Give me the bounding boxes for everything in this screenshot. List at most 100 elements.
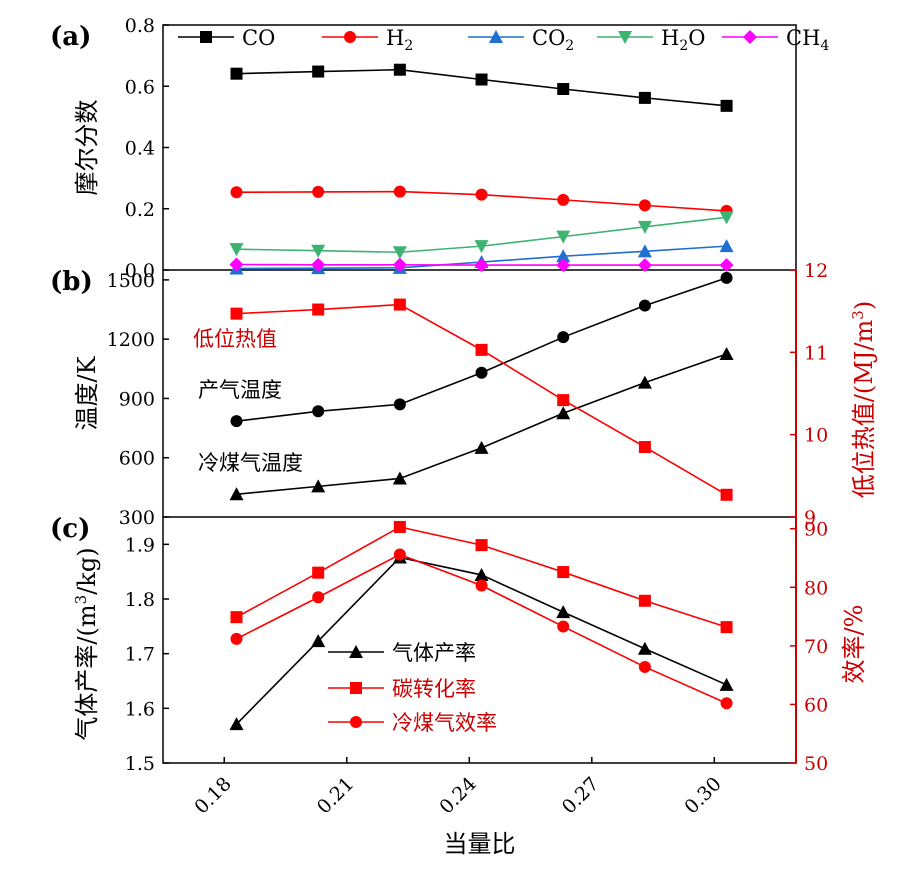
data-point [230,186,243,199]
legend-item: H2 [322,26,413,54]
legend-item: 冷煤气效率 [328,711,497,735]
y-tick-label: 1.8 [125,589,155,611]
legend-label: H2 [386,26,413,54]
data-point [720,488,733,501]
data-point [638,299,651,312]
legend-marker [489,30,503,43]
data-point [474,258,489,273]
y-axis-title-b: 温度/K [73,355,101,430]
y-tick-label: 1.6 [125,698,155,720]
panel-label: (c) [50,514,90,544]
y-tick-label: 0.8 [125,15,155,37]
y-tick-label: 0.6 [125,76,155,98]
y-tick-label: 900 [119,388,155,410]
data-point [229,487,244,501]
data-point [556,258,571,273]
y2-axis-3: 50 60 70 80 90 [790,519,828,775]
data-point [230,632,243,645]
data-point [311,244,326,258]
legend-label: 气体产率 [392,641,476,665]
y-axis-1: 0.0 0.2 0.4 0.6 0.8 [125,15,169,282]
series-b-2 [230,298,733,501]
data-point [719,211,734,225]
legend-a: CO H2 CO2 H2O CH4 [178,26,829,54]
data-point [474,240,489,254]
legend-label: H2O [661,26,705,54]
data-point [312,65,325,78]
data-point [720,621,733,634]
data-point [719,346,734,360]
series-a-h2o-3 [229,211,734,260]
x-tick-label: 0.24 [435,773,480,818]
data-point [312,591,325,604]
data-point [637,258,652,273]
data-point [637,641,652,655]
x-axis: 0.18 0.21 0.24 0.27 0.30 [190,757,726,818]
y2-tick-label: 50 [804,753,828,775]
data-point [230,307,243,320]
data-point [230,415,243,428]
y2-tick-label: 9 [804,507,816,529]
data-point [474,567,489,581]
data-point [392,246,407,260]
data-point [312,405,325,418]
x-tick-label: 0.30 [680,773,725,818]
data-point [393,298,406,311]
data-point [230,611,243,624]
data-point [557,620,570,633]
data-point [637,244,652,258]
x-tick-label: 0.27 [558,773,603,818]
data-point [719,677,734,691]
x-tick-label: 0.21 [313,773,358,818]
data-point [392,471,407,485]
series-line [236,303,727,496]
y-axis-title-a: 摩尔分数 [73,100,101,196]
y-tick-label: 300 [119,507,155,529]
data-point [638,660,651,673]
legend-marker [344,31,356,43]
y2-axis-2: 9 10 11 12 [790,260,828,529]
data-point [312,185,325,198]
series-c-2 [230,548,733,710]
x-tick-label: 0.18 [190,773,235,818]
data-point [557,331,570,344]
data-point [229,243,244,257]
data-point [230,67,243,80]
data-point [720,697,733,710]
data-point [556,605,571,619]
data-point [475,343,488,356]
data-point [637,375,652,389]
series-a-co-0 [230,63,733,112]
data-point [393,63,406,76]
y-axis-title-c: 气体产率/(m3/kg) [72,547,101,740]
legend-item: CH4 [722,26,829,54]
y2-axis-title-b: 低位热值/(MJ/m3) [849,301,878,498]
y-tick-label: 1.7 [125,644,155,666]
data-point [638,441,651,454]
y-tick-label: 0.4 [125,138,155,160]
legend-marker [743,30,757,44]
y-tick-label: 1.5 [125,753,155,775]
legend-label: CO [242,26,275,50]
data-point [392,257,407,272]
data-point [557,193,570,206]
y-tick-label: 0.2 [125,199,155,221]
data-point [556,249,571,263]
legend-label: 冷煤气效率 [392,711,497,735]
legend-marker [618,31,632,44]
data-point [311,257,326,272]
series-a-ch4-4 [229,257,734,273]
y2-tick-label: 90 [804,519,828,541]
data-point [475,579,488,592]
data-point [556,230,571,244]
data-point [393,185,406,198]
data-point [557,83,570,96]
data-point [638,594,651,607]
data-point [557,394,570,407]
y2-tick-label: 80 [804,577,828,599]
data-point [475,366,488,379]
data-point [312,303,325,316]
legend-marker [350,716,362,728]
